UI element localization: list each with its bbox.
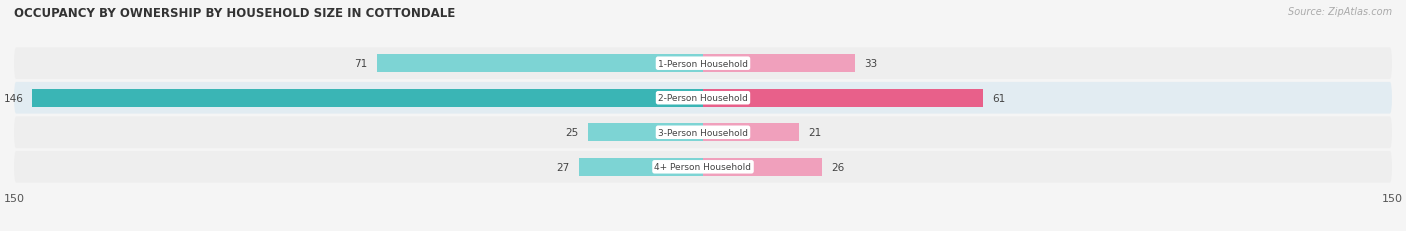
Text: Source: ZipAtlas.com: Source: ZipAtlas.com	[1288, 7, 1392, 17]
Text: 26: 26	[831, 162, 845, 172]
Bar	[703, 124, 800, 142]
Bar	[32, 89, 703, 107]
Text: 21: 21	[808, 128, 823, 138]
FancyBboxPatch shape	[14, 48, 1392, 80]
Bar	[377, 55, 703, 73]
Bar	[588, 124, 703, 142]
Text: 33: 33	[863, 59, 877, 69]
Text: 2-Person Household: 2-Person Household	[658, 94, 748, 103]
FancyBboxPatch shape	[14, 151, 1392, 183]
Text: 4+ Person Household: 4+ Person Household	[655, 163, 751, 172]
Text: 61: 61	[993, 93, 1005, 103]
Text: OCCUPANCY BY OWNERSHIP BY HOUSEHOLD SIZE IN COTTONDALE: OCCUPANCY BY OWNERSHIP BY HOUSEHOLD SIZE…	[14, 7, 456, 20]
FancyBboxPatch shape	[14, 82, 1392, 114]
Text: 3-Person Household: 3-Person Household	[658, 128, 748, 137]
Bar	[579, 158, 703, 176]
Text: 146: 146	[3, 93, 24, 103]
Text: 25: 25	[565, 128, 579, 138]
Bar	[703, 158, 823, 176]
FancyBboxPatch shape	[14, 117, 1392, 149]
Text: 1-Person Household: 1-Person Household	[658, 59, 748, 68]
Text: 27: 27	[557, 162, 569, 172]
Text: 71: 71	[354, 59, 368, 69]
Bar	[703, 89, 983, 107]
Bar	[703, 55, 855, 73]
